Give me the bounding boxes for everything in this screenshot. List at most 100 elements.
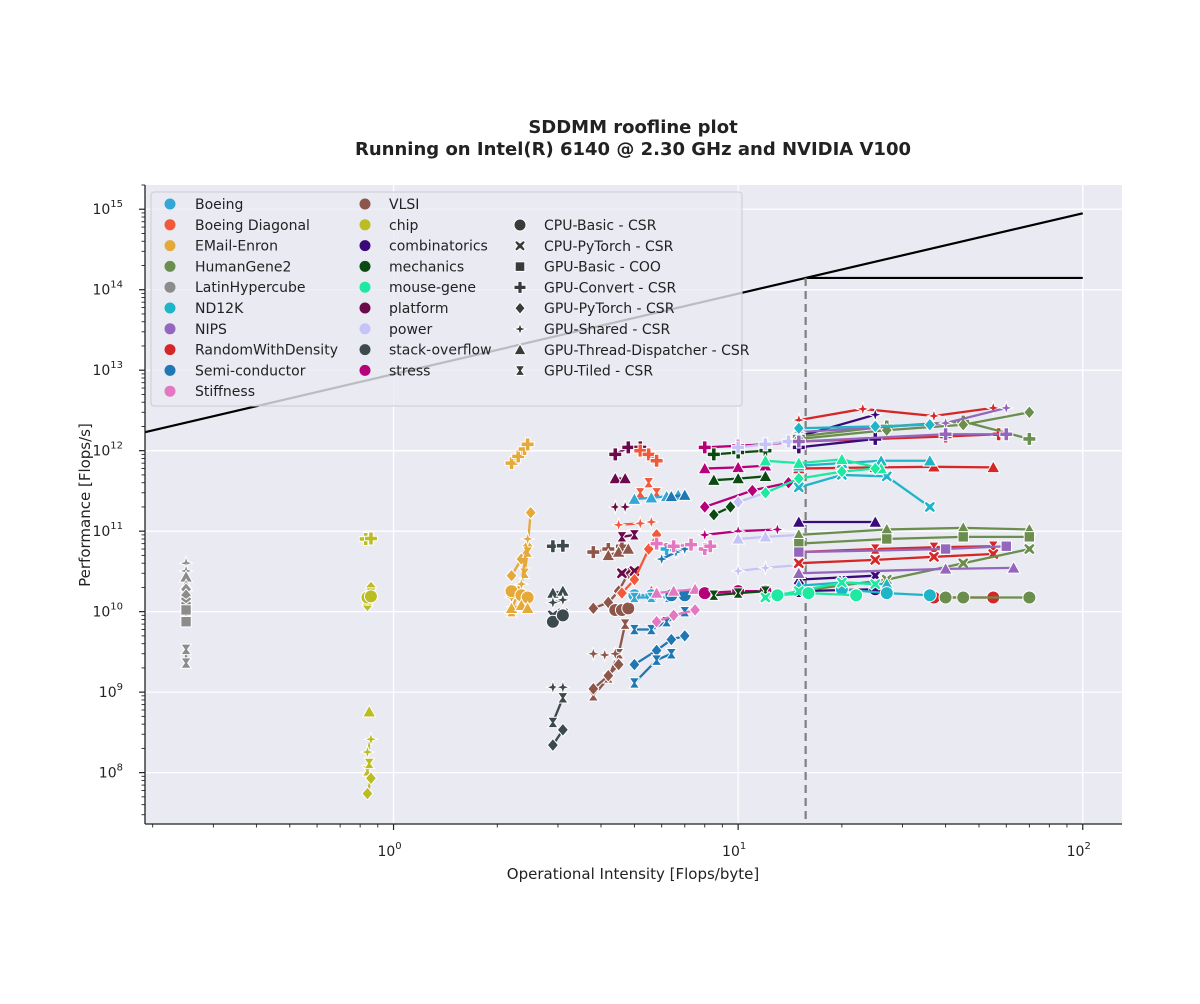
legend-label: EMail-Enron (195, 239, 278, 255)
legend-label: combinatorics (389, 239, 488, 255)
legend-marker-semi-conductor (165, 365, 176, 376)
legend-label: GPU-Convert - CSR (544, 280, 677, 296)
y-axis-label: Performance [Flops/s] (76, 423, 94, 587)
y-tick-label: 108 (99, 763, 123, 782)
data-point-circle (698, 587, 711, 600)
legend-label: Boeing Diagonal (195, 218, 310, 234)
y-tick-exponent: 11 (110, 521, 123, 532)
x-tick-mantissa: 10 (722, 844, 740, 860)
legend-label: stack-overflow (389, 343, 492, 359)
legend-marker-email-enron (165, 240, 176, 251)
legend-label: mechanics (389, 259, 464, 275)
series-chip (361, 590, 378, 604)
y-tick-exponent: 9 (117, 682, 123, 693)
x-tick-mantissa: 10 (1067, 844, 1085, 860)
y-tick-mantissa: 10 (92, 524, 110, 540)
legend-label: chip (389, 218, 418, 234)
data-point-circle (364, 590, 377, 603)
legend-marker-square (515, 262, 525, 272)
legend-label: GPU-Basic - COO (544, 260, 661, 276)
data-point-circle (622, 602, 635, 615)
y-tick-mantissa: 10 (99, 766, 117, 782)
data-point-circle (957, 591, 970, 604)
y-tick-label: 1011 (92, 521, 123, 540)
chart-title: SDDMM roofline plot (528, 117, 738, 138)
legend-label: stress (389, 363, 430, 379)
legend-marker-vlsi (360, 199, 371, 210)
x-tick-exponent: 1 (740, 841, 746, 852)
x-tick-label: 102 (1067, 841, 1091, 860)
data-point-circle (939, 591, 952, 604)
legend-marker-stack-overflow (360, 344, 371, 355)
data-point-square (882, 534, 892, 544)
data-point-square (1001, 541, 1011, 551)
y-tick-mantissa: 10 (92, 605, 110, 621)
legend-label: CPU-Basic - CSR (544, 218, 657, 234)
series-stiffness (650, 537, 697, 553)
series-vlsi (609, 602, 635, 617)
y-tick-label: 1015 (92, 199, 123, 218)
chart-subtitle: Running on Intel(R) 6140 @ 2.30 GHz and … (355, 139, 911, 160)
legend-label: Stiffness (195, 384, 255, 400)
x-tick-label: 101 (722, 841, 746, 860)
y-tick-label: 109 (99, 682, 123, 701)
legend-marker-nips (165, 323, 176, 334)
data-point-circle (771, 589, 784, 602)
legend-marker-chip (360, 219, 371, 230)
data-point-circle (923, 589, 936, 602)
legend-marker-combinatorics (360, 240, 371, 251)
data-point-square (181, 617, 191, 627)
legend-marker-circle (514, 219, 526, 231)
x-tick-label: 100 (377, 841, 401, 860)
legend-marker-stiffness (165, 386, 176, 397)
y-tick-exponent: 13 (110, 360, 123, 371)
legend-label: GPU-Thread-Dispatcher - CSR (544, 343, 750, 359)
legend-label: GPU-PyTorch - CSR (544, 301, 675, 317)
legend-marker-nd12k (165, 303, 176, 314)
data-point-circle (850, 589, 863, 602)
legend-marker-latinhypercube (165, 282, 176, 293)
legend-marker-boeing (165, 199, 176, 210)
data-point-circle (880, 587, 893, 600)
legend-label: HumanGene2 (195, 259, 291, 275)
legend-label: power (389, 322, 433, 338)
x-tick-exponent: 0 (395, 841, 401, 852)
legend-item: GPU-Thread-Dispatcher - CSR (514, 343, 750, 359)
legend-marker-platform (360, 303, 371, 314)
x-tick-mantissa: 10 (377, 844, 395, 860)
data-point-circle (1023, 591, 1036, 604)
y-tick-exponent: 14 (110, 280, 123, 291)
y-tick-label: 1014 (92, 280, 123, 299)
data-point-square (1024, 532, 1034, 542)
legend-label: Semi-conductor (195, 363, 306, 379)
y-tick-mantissa: 10 (92, 202, 110, 218)
legend-label: VLSI (389, 197, 419, 213)
legend-marker-randomwithdensity (165, 344, 176, 355)
y-tick-mantissa: 10 (99, 685, 117, 701)
legend-marker-humangene2 (165, 261, 176, 272)
data-point-square (940, 544, 950, 554)
y-tick-exponent: 8 (117, 763, 123, 774)
legend-marker-stress (360, 365, 371, 376)
legend-label: RandomWithDensity (195, 343, 338, 359)
y-tick-label: 1012 (92, 441, 123, 460)
y-tick-exponent: 10 (110, 602, 123, 613)
data-point-circle (802, 587, 815, 600)
y-tick-mantissa: 10 (92, 444, 110, 460)
legend-label: NIPS (195, 322, 227, 338)
legend-label: GPU-Tiled - CSR (544, 364, 653, 380)
y-tick-exponent: 12 (110, 441, 123, 452)
legend-label: LatinHypercube (195, 280, 305, 296)
title-group: SDDMM roofline plot Running on Intel(R) … (355, 117, 911, 160)
data-point-square (958, 532, 968, 542)
legend-label: mouse-gene (389, 280, 476, 296)
legend-marker-power (360, 323, 371, 334)
y-tick-exponent: 15 (110, 199, 123, 210)
x-axis-label: Operational Intensity [Flops/byte] (507, 865, 759, 883)
legend-label: platform (389, 301, 449, 317)
y-tick-label: 1013 (92, 360, 123, 379)
y-tick-mantissa: 10 (92, 363, 110, 379)
